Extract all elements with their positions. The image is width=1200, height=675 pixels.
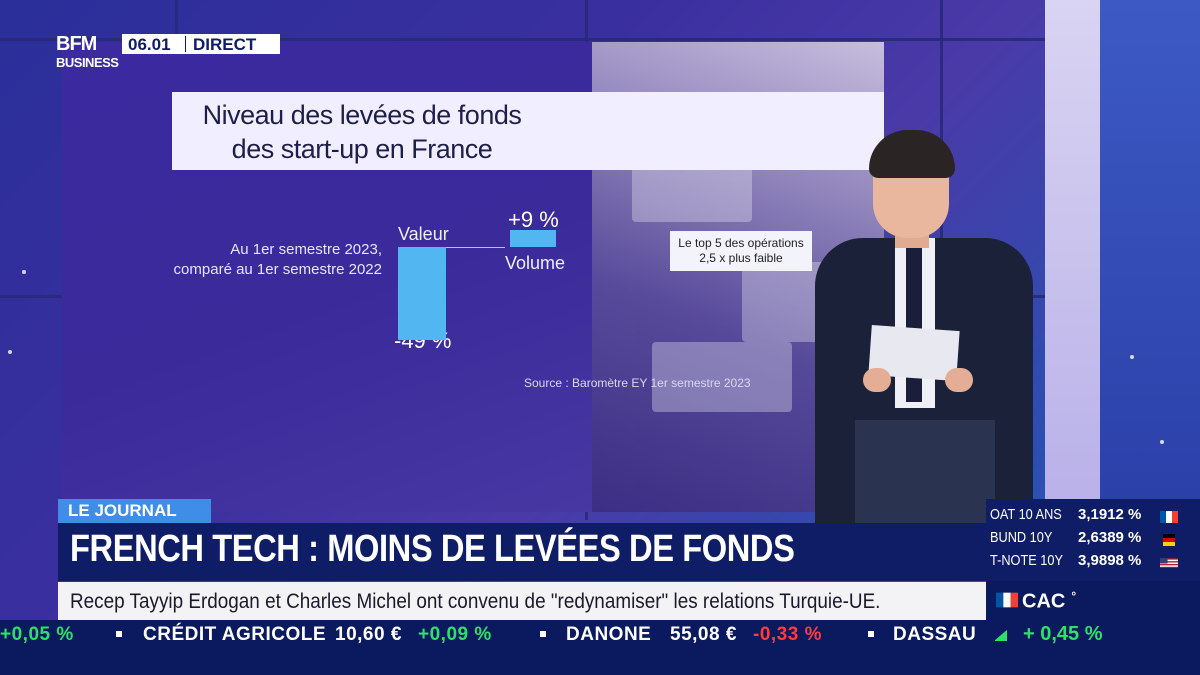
star-dot bbox=[22, 270, 26, 274]
ticker-item: 55,08 € bbox=[670, 624, 737, 645]
us-flag-icon bbox=[1160, 558, 1178, 568]
star-dot bbox=[1160, 440, 1164, 444]
de-flag-icon bbox=[1163, 534, 1175, 546]
headline: FRENCH TECH : MOINS DE LEVÉES DE FONDS bbox=[70, 528, 795, 570]
source-note: Source : Baromètre EY 1er semestre 2023 bbox=[524, 376, 751, 390]
fr-flag-icon bbox=[1160, 511, 1178, 523]
graphic-title-line1: Niveau des levées de fonds bbox=[202, 100, 522, 130]
presenter-hand bbox=[945, 368, 973, 392]
channel-logo: BFM BUSINESS bbox=[56, 33, 119, 73]
headline-bar bbox=[58, 523, 986, 581]
graphic-title: Niveau des levées de fonds des start-up … bbox=[172, 98, 552, 166]
ticker-separator bbox=[116, 631, 122, 637]
callout-line1: Le top 5 des opérations bbox=[678, 236, 804, 250]
presenter bbox=[815, 130, 1045, 530]
volume-bar bbox=[510, 229, 556, 247]
cac-superscript: ° bbox=[1071, 589, 1077, 603]
zero-line bbox=[445, 247, 505, 248]
ticker-item: +0,09 % bbox=[418, 624, 492, 645]
ticker-item: +0,05 % bbox=[0, 624, 74, 645]
presenter-pants bbox=[855, 420, 995, 530]
clock-separator bbox=[185, 36, 186, 52]
rate-value: 2,6389 % bbox=[1078, 529, 1142, 546]
subline: Recep Tayyip Erdogan et Charles Michel o… bbox=[70, 590, 881, 613]
rate-row: BUND 10Y 2,6389 % bbox=[990, 529, 1196, 551]
title-band bbox=[172, 92, 884, 170]
ticker-item: DANONE bbox=[566, 624, 652, 645]
ticker-item: CRÉDIT AGRICOLE bbox=[143, 624, 327, 645]
section-tag: LE JOURNAL bbox=[58, 499, 211, 523]
fr-flag-icon bbox=[996, 592, 1018, 608]
rate-name: OAT 10 ANS bbox=[990, 506, 1062, 523]
presenter-hand bbox=[863, 368, 891, 392]
ticker-separator bbox=[540, 631, 546, 637]
ticker-item: 10,60 € bbox=[335, 624, 402, 645]
live-label: DIRECT bbox=[193, 35, 257, 54]
rate-name: BUND 10Y bbox=[990, 529, 1053, 546]
logo-bfm-text: BFM bbox=[56, 33, 97, 55]
comparison-line1: Au 1er semestre 2023, bbox=[230, 241, 382, 258]
star-dot bbox=[8, 350, 12, 354]
studio-blue-panel bbox=[1100, 0, 1200, 520]
stock-ticker: +0,05 % CRÉDIT AGRICOLE 10,60 € +0,09 % … bbox=[0, 620, 986, 648]
rate-row: T-NOTE 10Y 3,9898 % bbox=[990, 552, 1196, 574]
logo-business-text: BUSINESS bbox=[56, 55, 119, 70]
comparison-line2: comparé au 1er semestre 2022 bbox=[173, 261, 382, 278]
clock-badge bbox=[122, 34, 280, 54]
rate-value: 3,9898 % bbox=[1078, 552, 1142, 569]
volume-label: Volume bbox=[505, 253, 566, 273]
ticker-item: DASSAU bbox=[893, 624, 977, 645]
arrow-up-icon bbox=[995, 629, 1007, 641]
ticker-separator bbox=[868, 631, 874, 637]
rate-value: 3,1912 % bbox=[1078, 506, 1142, 523]
volume-change: +9 % bbox=[508, 207, 559, 232]
cac-change: + 0,45 % bbox=[1023, 623, 1103, 645]
comparison-caption: Au 1er semestre 2023, comparé au 1er sem… bbox=[152, 240, 382, 280]
top5-callout: Le top 5 des opérations 2,5 x plus faibl… bbox=[670, 231, 812, 271]
rate-name: T-NOTE 10Y bbox=[990, 552, 1063, 569]
cac-panel bbox=[986, 581, 1200, 675]
valeur-label: Valeur bbox=[398, 224, 449, 244]
studio-screen: Niveau des levées de fonds des start-up … bbox=[62, 42, 884, 512]
valeur-bar bbox=[398, 247, 446, 341]
bond-rates-panel: OAT 10 ANS 3,1912 % BUND 10Y 2,6389 % T-… bbox=[986, 499, 1200, 581]
callout-line2: 2,5 x plus faible bbox=[699, 251, 783, 265]
studio-light-panel bbox=[1045, 0, 1105, 520]
rate-row: OAT 10 ANS 3,1912 % bbox=[990, 506, 1196, 528]
star-dot bbox=[1130, 355, 1134, 359]
cac-label: CAC bbox=[1022, 590, 1066, 613]
subline-bar bbox=[58, 582, 986, 620]
ticker-item: -0,33 % bbox=[753, 624, 822, 645]
clock-time: 06.01 bbox=[128, 35, 171, 54]
cac-name: CAC ° bbox=[1022, 589, 1076, 614]
graphic-title-line2: des start-up en France bbox=[231, 134, 493, 164]
presenter-hair bbox=[869, 130, 955, 178]
